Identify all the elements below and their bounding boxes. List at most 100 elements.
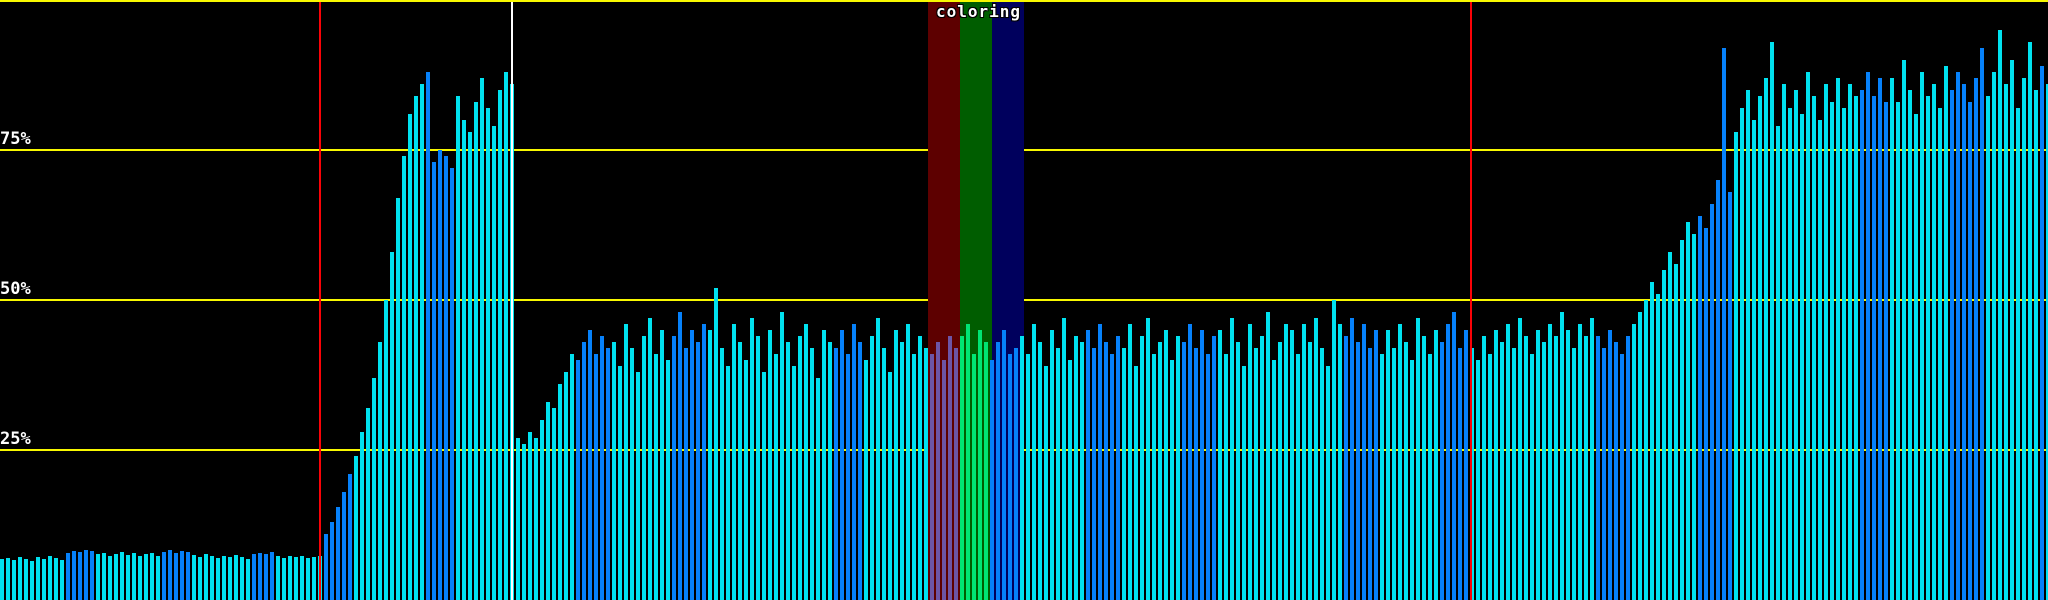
frame-bar	[858, 342, 862, 600]
frame-bar	[1044, 366, 1048, 600]
frame-bar	[852, 324, 856, 600]
frame-bar	[2040, 66, 2044, 600]
frame-bar	[474, 102, 478, 600]
frame-bar	[246, 559, 250, 600]
frame-bar	[414, 96, 418, 600]
frame-bar	[1080, 342, 1084, 600]
frame-bar	[1512, 348, 1516, 600]
frame-bar	[444, 156, 448, 600]
frame-bar	[66, 553, 70, 600]
frame-bar	[1806, 72, 1810, 600]
frame-bar	[42, 559, 46, 600]
frame-bar	[1164, 330, 1168, 600]
frame-bar	[648, 318, 652, 600]
frame-bar	[12, 560, 16, 600]
frame-bar	[798, 336, 802, 600]
frame-bar	[1980, 48, 1984, 600]
frame-bar	[1824, 84, 1828, 600]
frame-bar	[1764, 78, 1768, 600]
frame-bar	[816, 378, 820, 600]
frame-bar	[1518, 318, 1522, 600]
frame-bar	[1812, 96, 1816, 600]
frame-bar	[1638, 312, 1642, 600]
frame-bar	[882, 348, 886, 600]
frame-bar	[768, 330, 772, 600]
frame-bar	[6, 558, 10, 600]
frame-bar	[642, 336, 646, 600]
frame-bar	[936, 342, 940, 600]
gridline-100	[0, 0, 2048, 2]
frame-bar	[1566, 330, 1570, 600]
frame-bar	[1290, 330, 1294, 600]
frame-bar	[1482, 336, 1486, 600]
frame-bar	[504, 72, 508, 600]
frame-bar	[156, 556, 160, 600]
frame-bar	[408, 114, 412, 600]
frame-bar	[942, 360, 946, 600]
frame-bar	[1590, 318, 1594, 600]
frame-bar	[1560, 312, 1564, 600]
frame-bar	[1368, 348, 1372, 600]
frame-bar	[900, 342, 904, 600]
frame-bar	[1188, 324, 1192, 600]
frame-bar	[1026, 354, 1030, 600]
frame-bar	[1620, 354, 1624, 600]
gridline-75	[0, 149, 2048, 151]
frame-bar	[1494, 330, 1498, 600]
frame-bar	[1740, 108, 1744, 600]
frame-bar	[714, 288, 718, 600]
frame-bar	[1896, 102, 1900, 600]
frame-bar	[744, 360, 748, 600]
frame-bar	[1434, 330, 1438, 600]
frame-bar	[1110, 354, 1114, 600]
frame-bar	[1968, 102, 1972, 600]
frame-bar	[240, 557, 244, 600]
frame-bar	[564, 372, 568, 600]
frame-bar	[1284, 324, 1288, 600]
frame-bar	[1332, 300, 1336, 600]
frame-bar	[828, 342, 832, 600]
frame-bar	[1914, 114, 1918, 600]
frame-bar	[1380, 354, 1384, 600]
frame-bar	[486, 108, 490, 600]
frame-bar	[1884, 102, 1888, 600]
frame-bar	[1758, 96, 1762, 600]
frame-bar	[1392, 348, 1396, 600]
frame-bar	[216, 558, 220, 600]
frame-bar	[1932, 84, 1936, 600]
frame-bar	[792, 366, 796, 600]
frame-bar	[720, 348, 724, 600]
frame-bar	[1770, 42, 1774, 600]
frame-bar	[1614, 342, 1618, 600]
frame-bar	[1194, 348, 1198, 600]
frame-bar	[96, 554, 100, 600]
frame-bar	[774, 354, 778, 600]
frame-bar	[144, 554, 148, 600]
frame-bar	[624, 324, 628, 600]
frame-bar	[696, 342, 700, 600]
frame-bar	[960, 336, 964, 600]
frame-bar	[1626, 336, 1630, 600]
frame-bar	[1938, 108, 1942, 600]
frame-bar	[1842, 108, 1846, 600]
frame-bar	[924, 348, 928, 600]
frame-bar	[174, 553, 178, 600]
frame-bar	[1776, 126, 1780, 600]
frame-bar	[1098, 324, 1102, 600]
frame-bar	[1962, 84, 1966, 600]
frame-bar	[420, 84, 424, 600]
frame-bar	[1926, 96, 1930, 600]
frame-bar	[336, 507, 340, 600]
frame-bar	[1506, 324, 1510, 600]
frame-bar	[288, 556, 292, 600]
frame-bar	[390, 252, 394, 600]
frame-bar	[1230, 318, 1234, 600]
frame-bar	[606, 348, 610, 600]
frame-bar	[234, 555, 238, 600]
frame-bar	[1008, 354, 1012, 600]
frame-bar	[1872, 96, 1876, 600]
frame-bar	[1122, 348, 1126, 600]
frame-bar	[378, 342, 382, 600]
frame-bar	[150, 553, 154, 600]
frame-bar	[210, 556, 214, 600]
